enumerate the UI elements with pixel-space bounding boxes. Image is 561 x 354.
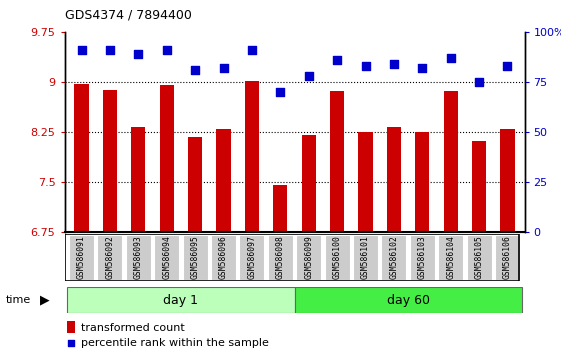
Text: GSM586096: GSM586096 bbox=[219, 236, 228, 279]
Point bbox=[361, 63, 370, 69]
Bar bbox=[103, 90, 117, 232]
Point bbox=[475, 79, 484, 85]
Point bbox=[105, 47, 114, 53]
Text: GSM586106: GSM586106 bbox=[503, 236, 512, 279]
Point bbox=[503, 63, 512, 69]
Bar bbox=[131, 127, 145, 232]
Point bbox=[333, 57, 342, 63]
Bar bbox=[381, 235, 406, 280]
Text: GSM586104: GSM586104 bbox=[446, 236, 455, 279]
Point bbox=[418, 65, 427, 71]
Bar bbox=[330, 91, 344, 232]
Text: GSM586099: GSM586099 bbox=[304, 236, 313, 279]
Point bbox=[191, 67, 200, 73]
Bar bbox=[154, 235, 179, 280]
Point bbox=[389, 61, 398, 67]
Bar bbox=[467, 235, 491, 280]
Bar bbox=[273, 185, 287, 232]
Point bbox=[348, 268, 357, 274]
Text: GSM586102: GSM586102 bbox=[389, 236, 398, 279]
Text: GSM586105: GSM586105 bbox=[475, 236, 484, 279]
Text: ▶: ▶ bbox=[40, 293, 50, 307]
Bar bbox=[67, 321, 75, 333]
Bar bbox=[217, 129, 231, 232]
Bar bbox=[240, 235, 264, 280]
Text: day 60: day 60 bbox=[387, 293, 430, 307]
Text: GSM586094: GSM586094 bbox=[162, 236, 171, 279]
Point bbox=[219, 65, 228, 71]
Bar bbox=[245, 80, 259, 232]
Bar bbox=[495, 235, 520, 280]
Bar bbox=[160, 85, 174, 232]
Bar bbox=[295, 287, 522, 313]
Text: day 1: day 1 bbox=[163, 293, 199, 307]
Point bbox=[134, 51, 143, 57]
Bar bbox=[69, 235, 94, 280]
Bar bbox=[183, 235, 208, 280]
Bar bbox=[358, 132, 373, 232]
Text: GSM586091: GSM586091 bbox=[77, 236, 86, 279]
Point bbox=[276, 89, 285, 95]
Bar bbox=[126, 235, 151, 280]
Bar bbox=[268, 235, 293, 280]
Text: GSM586093: GSM586093 bbox=[134, 236, 143, 279]
Point bbox=[304, 73, 313, 79]
Bar bbox=[353, 235, 378, 280]
Text: GSM586098: GSM586098 bbox=[276, 236, 285, 279]
Bar bbox=[211, 235, 236, 280]
Text: transformed count: transformed count bbox=[81, 322, 185, 332]
Bar bbox=[98, 235, 122, 280]
Text: time: time bbox=[6, 295, 31, 305]
Bar bbox=[387, 127, 401, 232]
Bar bbox=[410, 235, 435, 280]
Text: GDS4374 / 7894400: GDS4374 / 7894400 bbox=[65, 9, 191, 22]
Text: GSM586097: GSM586097 bbox=[247, 236, 256, 279]
Point bbox=[77, 47, 86, 53]
Bar bbox=[302, 135, 316, 232]
Text: GSM586092: GSM586092 bbox=[105, 236, 114, 279]
Text: GSM586101: GSM586101 bbox=[361, 236, 370, 279]
Bar bbox=[325, 235, 350, 280]
Bar bbox=[500, 129, 514, 232]
Bar bbox=[296, 235, 321, 280]
Bar bbox=[438, 235, 463, 280]
Bar bbox=[472, 141, 486, 232]
Text: GSM586103: GSM586103 bbox=[418, 236, 427, 279]
Point bbox=[446, 55, 455, 61]
Text: GSM586100: GSM586100 bbox=[333, 236, 342, 279]
Text: percentile rank within the sample: percentile rank within the sample bbox=[81, 338, 269, 348]
Point bbox=[247, 47, 256, 53]
Bar bbox=[444, 91, 458, 232]
Bar bbox=[75, 84, 89, 232]
Text: GSM586095: GSM586095 bbox=[191, 236, 200, 279]
Bar bbox=[67, 287, 295, 313]
Bar bbox=[415, 132, 429, 232]
Point bbox=[162, 47, 171, 53]
Bar bbox=[188, 137, 202, 232]
